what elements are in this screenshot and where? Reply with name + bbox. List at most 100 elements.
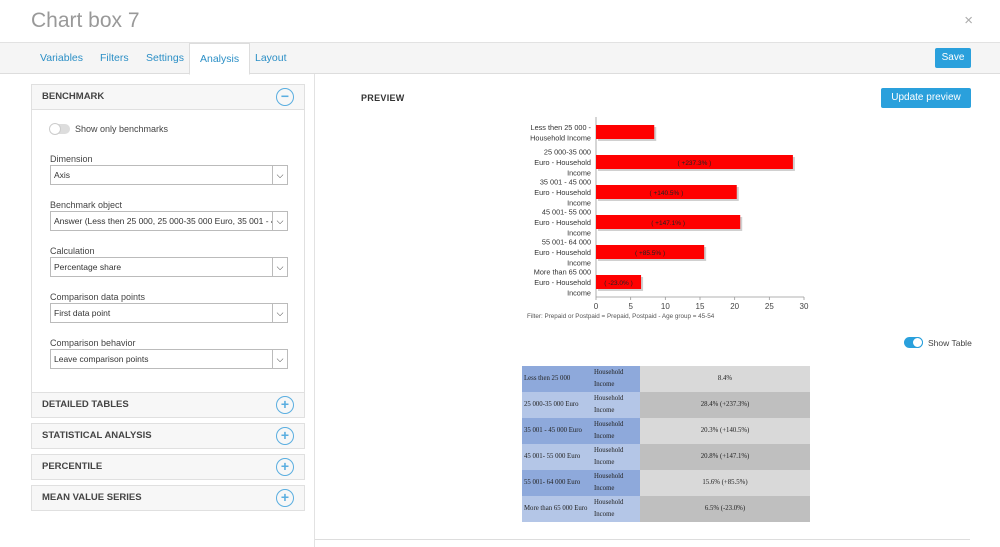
comparison-points-select[interactable]: First data point ⌵ bbox=[50, 303, 288, 323]
data-label: ( +85.5% ) bbox=[635, 250, 665, 257]
table-row: 35 001 - 45 000 Euro Household Income 20.3… bbox=[522, 418, 810, 444]
mean-value-series-section[interactable]: MEAN VALUE SERIES + bbox=[31, 485, 305, 511]
benchmark-object-label: Benchmark object bbox=[50, 200, 123, 210]
benchmark-title: BENCHMARK bbox=[42, 91, 105, 102]
table-cell: Household Income bbox=[592, 470, 640, 496]
calculation-value: Percentage share bbox=[54, 262, 122, 272]
comparison-behavior-select[interactable]: Leave comparison points ⌵ bbox=[50, 349, 288, 369]
comparison-behavior-label: Comparison behavior bbox=[50, 338, 136, 348]
table-cell: 6.5% (-23.0%) bbox=[640, 496, 810, 522]
table-row: More than 65 000 Euro Household Income 6.5… bbox=[522, 496, 810, 522]
plus-circle-icon[interactable]: + bbox=[276, 458, 294, 476]
category-label: Household Income bbox=[530, 133, 591, 142]
dimension-label: Dimension bbox=[50, 154, 93, 164]
show-only-benchmarks-toggle[interactable] bbox=[49, 123, 70, 135]
table-cell: 15.6% (+85.5%) bbox=[640, 470, 810, 496]
table-row: Less then 25 000 Household Income 8.4% bbox=[522, 366, 810, 392]
mean-value-series-header[interactable]: MEAN VALUE SERIES + bbox=[32, 486, 304, 510]
plus-circle-icon[interactable]: + bbox=[276, 489, 294, 507]
show-only-benchmarks-label: Show only benchmarks bbox=[75, 124, 169, 134]
category-label: 35 001 - 45 000 bbox=[540, 178, 591, 187]
calculation-label: Calculation bbox=[50, 246, 95, 256]
data-label: ( +140.5% ) bbox=[649, 190, 683, 197]
dialog-header: Chart box 7 × bbox=[0, 0, 1000, 43]
tab-settings[interactable]: Settings bbox=[146, 52, 184, 64]
table-cell: 20.3% (+140.5%) bbox=[640, 418, 810, 444]
calculation-select[interactable]: Percentage share ⌵ bbox=[50, 257, 288, 277]
x-tick-label: 30 bbox=[800, 302, 809, 311]
table-row: 55 001- 64 000 Euro Household Income 15.6%… bbox=[522, 470, 810, 496]
category-label: Income bbox=[567, 259, 591, 268]
table-cell: Household Income bbox=[592, 444, 640, 470]
show-table-toggle[interactable] bbox=[904, 337, 923, 348]
data-label: ( -23.0% ) bbox=[604, 280, 633, 287]
preview-heading: PREVIEW bbox=[361, 93, 405, 103]
statistical-analysis-section[interactable]: STATISTICAL ANALYSIS + bbox=[31, 423, 305, 449]
statistical-analysis-title: STATISTICAL ANALYSIS bbox=[42, 430, 152, 441]
mean-value-series-title: MEAN VALUE SERIES bbox=[42, 492, 142, 503]
chevron-down-icon: ⌵ bbox=[272, 258, 287, 276]
category-label: Euro - Household bbox=[534, 278, 591, 287]
benchmark-section: BENCHMARK − Show only benchmarks Dimensi… bbox=[31, 84, 305, 395]
x-tick-label: 15 bbox=[696, 302, 705, 311]
percentile-header[interactable]: PERCENTILE + bbox=[32, 455, 304, 479]
chevron-down-icon: ⌵ bbox=[272, 350, 287, 368]
table-cell: Household Income bbox=[592, 418, 640, 444]
x-tick-label: 20 bbox=[730, 302, 739, 311]
table-cell: 8.4% bbox=[640, 366, 810, 392]
benchmark-header[interactable]: BENCHMARK − bbox=[32, 85, 304, 109]
bar bbox=[596, 245, 705, 259]
tab-layout[interactable]: Layout bbox=[255, 52, 287, 64]
category-label: Euro - Household bbox=[534, 188, 591, 197]
plus-circle-icon[interactable]: + bbox=[276, 427, 294, 445]
category-label: More than 65 000 bbox=[534, 268, 591, 277]
category-label: Less then 25 000 - bbox=[531, 123, 592, 132]
tab-filters[interactable]: Filters bbox=[100, 52, 129, 64]
tab-variables[interactable]: Variables bbox=[40, 52, 83, 64]
tab-analysis[interactable]: Analysis bbox=[189, 43, 251, 75]
plus-circle-icon[interactable]: + bbox=[276, 396, 294, 414]
category-label: 55 001- 64 000 bbox=[542, 238, 591, 247]
category-label: Income bbox=[567, 229, 591, 238]
category-label: Euro - Household bbox=[534, 218, 591, 227]
update-preview-button[interactable]: Update preview bbox=[881, 88, 971, 108]
table-cell: 20.8% (+147.1%) bbox=[640, 444, 810, 470]
detailed-tables-section[interactable]: DETAILED TABLES + bbox=[31, 392, 305, 418]
detailed-tables-header[interactable]: DETAILED TABLES + bbox=[32, 393, 304, 417]
category-label: 25 000-35 000 bbox=[544, 148, 591, 157]
benchmark-object-value: Answer (Less then 25 000, 25 000-35 000 … bbox=[54, 216, 288, 226]
detailed-tables-title: DETAILED TABLES bbox=[42, 399, 129, 410]
table-cell: 55 001- 64 000 Euro bbox=[522, 470, 592, 496]
x-tick-label: 0 bbox=[594, 302, 599, 311]
dialog-title: Chart box 7 bbox=[31, 9, 140, 32]
x-tick-label: 25 bbox=[765, 302, 774, 311]
chevron-down-icon: ⌵ bbox=[272, 212, 287, 230]
save-button[interactable]: Save bbox=[935, 48, 971, 68]
dimension-select[interactable]: Axis ⌵ bbox=[50, 165, 288, 185]
dimension-value: Axis bbox=[54, 170, 71, 180]
bar bbox=[596, 185, 737, 199]
bar bbox=[596, 125, 655, 139]
data-label: ( +237.3% ) bbox=[678, 160, 712, 167]
benchmark-body: Show only benchmarks Dimension Axis ⌵ Be… bbox=[32, 109, 304, 394]
chevron-down-icon: ⌵ bbox=[272, 304, 287, 322]
analysis-settings-panel: BENCHMARK − Show only benchmarks Dimensi… bbox=[0, 74, 315, 547]
table-cell: 45 001- 55 000 Euro bbox=[522, 444, 592, 470]
table-cell: 28.4% (+237.3%) bbox=[640, 392, 810, 418]
table-cell: Less then 25 000 bbox=[522, 366, 592, 392]
category-label: 45 001- 55 000 bbox=[542, 208, 591, 217]
table-cell: 35 001 - 45 000 Euro bbox=[522, 418, 592, 444]
minus-circle-icon[interactable]: − bbox=[276, 88, 294, 106]
close-icon[interactable]: × bbox=[964, 12, 973, 29]
show-table-label: Show Table bbox=[928, 338, 972, 348]
table-row: 45 001- 55 000 Euro Household Income 20.8%… bbox=[522, 444, 810, 470]
percentile-section[interactable]: PERCENTILE + bbox=[31, 454, 305, 480]
statistical-analysis-header[interactable]: STATISTICAL ANALYSIS + bbox=[32, 424, 304, 448]
table-cell: 25 000-35 000 Euro bbox=[522, 392, 592, 418]
x-tick-label: 10 bbox=[661, 302, 670, 311]
benchmark-object-select[interactable]: Answer (Less then 25 000, 25 000-35 000 … bbox=[50, 211, 288, 231]
tab-bar: Variables Filters Settings Analysis Layo… bbox=[0, 43, 1000, 75]
table-cell: Household Income bbox=[592, 496, 640, 522]
comparison-points-label: Comparison data points bbox=[50, 292, 146, 302]
